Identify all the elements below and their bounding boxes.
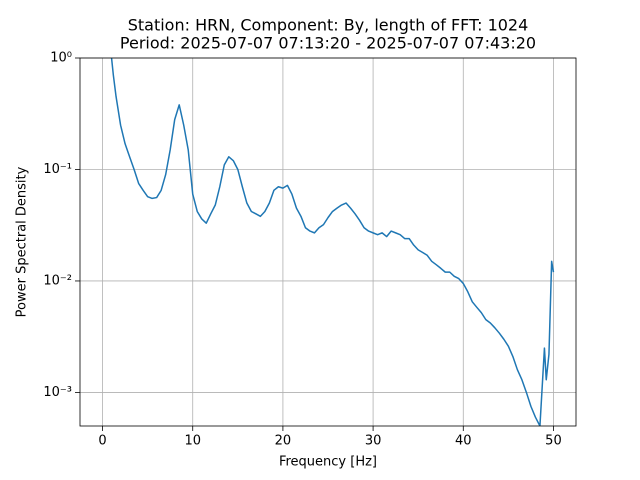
chart-subtitle: Period: 2025-07-07 07:13:20 - 2025-07-07… — [120, 34, 536, 53]
x-tick-label: 40 — [455, 434, 472, 449]
x-tick-label: 50 — [545, 434, 562, 449]
x-axis-label: Frequency [Hz] — [279, 455, 377, 470]
y-axis-label: Power Spectral Density — [15, 166, 30, 317]
plot-area — [110, 58, 555, 426]
x-tick-label: 30 — [365, 434, 382, 449]
data-line — [110, 58, 555, 426]
axes-frame — [79, 57, 577, 427]
y-tick-label: 10⁻³ — [43, 385, 72, 400]
y-tick-label: 10⁰ — [50, 51, 72, 66]
y-tick-label: 10⁻¹ — [43, 162, 72, 177]
chart-title: Station: HRN, Component: By, length of F… — [128, 16, 529, 35]
x-tick-label: 0 — [98, 434, 106, 449]
x-tick-label: 20 — [275, 434, 292, 449]
x-tick-label: 10 — [184, 434, 201, 449]
y-tick-label: 10⁻² — [43, 273, 72, 288]
